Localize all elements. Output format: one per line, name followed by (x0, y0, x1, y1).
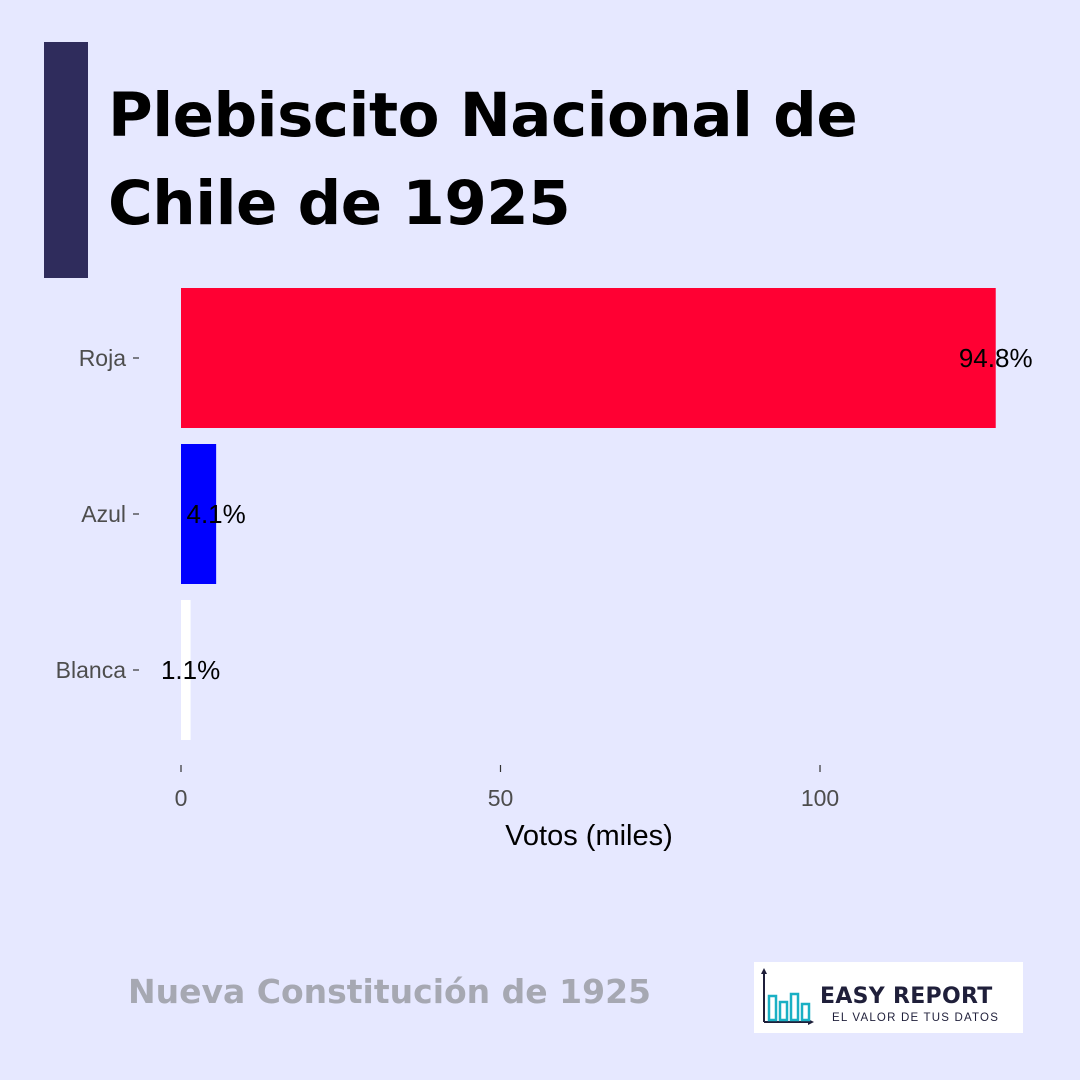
data-label-roja: 94.8% (959, 343, 1033, 373)
logo-tagline: EL VALOR DE TUS DATOS (832, 1012, 1000, 1024)
x-tick-label-0: 0 (175, 785, 188, 811)
bar-chart: Roja 94.8% Azul 4.1% Blanca 1.1% 0 50 100 Votos (… (56, 288, 1033, 852)
title-line-2: Chile de 1925 (108, 168, 571, 239)
x-axis-title: Votos (miles) (505, 820, 673, 852)
bar-azul (181, 444, 217, 584)
x-tick-label-50: 50 (488, 785, 514, 811)
category-label-blanca: Blanca (56, 657, 127, 683)
data-label-blanca: 1.1% (161, 655, 220, 685)
logo-name: EASY REPORT (820, 984, 993, 1009)
bar-chart-logo-icon (761, 968, 814, 1025)
category-label-azul: Azul (81, 501, 126, 527)
category-label-roja: Roja (79, 345, 127, 371)
bar-roja (181, 288, 996, 428)
easy-report-logo: EASY REPORT EL VALOR DE TUS DATOS (754, 962, 1023, 1033)
data-label-azul: 4.1% (187, 499, 246, 529)
x-tick-label-100: 100 (801, 785, 839, 811)
chart-title: Plebiscito Nacional de Chile de 1925 (108, 72, 1008, 248)
footer-subtitle: Nueva Constitución de 1925 (128, 972, 652, 1011)
bar-blanca (181, 600, 191, 740)
title-line-1: Plebiscito Nacional de (108, 80, 858, 151)
title-accent-bar (44, 42, 88, 278)
